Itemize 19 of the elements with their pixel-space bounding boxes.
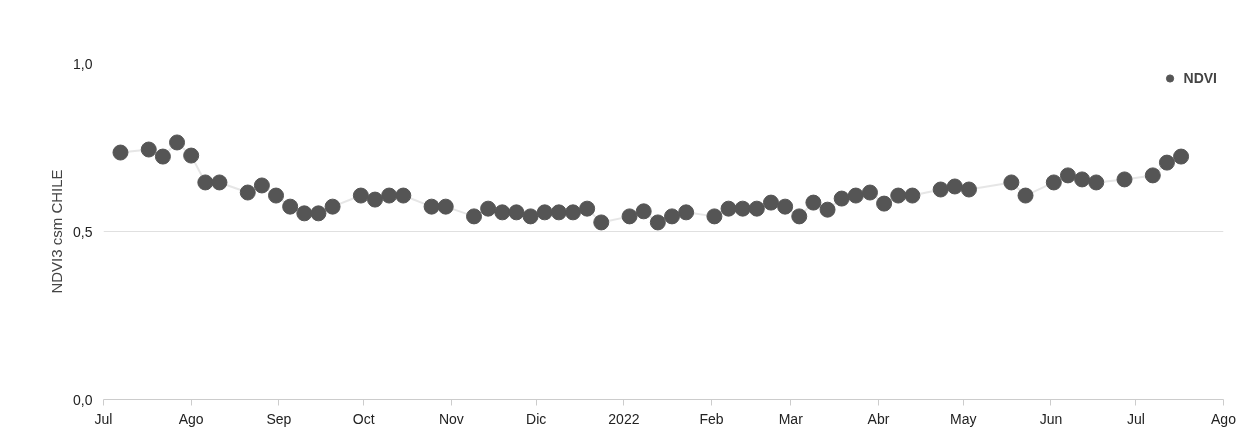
x-tick-label: Sep	[266, 410, 292, 427]
x-tick-label: Jul	[1126, 410, 1145, 427]
x-tick-label: Dic	[526, 410, 547, 427]
x-tick-label: Jul	[94, 410, 113, 427]
x-tick-label: Jun	[1039, 410, 1063, 427]
y-tick-label: 1,0	[73, 55, 93, 72]
y-axis-title: NDVI3 csm CHILE	[48, 169, 66, 294]
x-tick-label: Feb	[699, 410, 724, 427]
y-tick-label: 0,5	[73, 223, 93, 240]
x-tick-label: Mar	[778, 410, 804, 427]
x-tick-label: Abr	[867, 410, 890, 427]
x-tick-label: Oct	[352, 410, 375, 427]
x-tick-label: 2022	[608, 410, 640, 427]
x-tick-label: Ago	[1211, 410, 1237, 427]
y-tick-label: 0,0	[73, 391, 93, 408]
legend-label: NDVI	[1183, 70, 1217, 86]
x-tick-label: Nov	[438, 410, 464, 427]
x-tick-label: May	[950, 410, 977, 427]
x-tick-label: Ago	[178, 410, 204, 427]
